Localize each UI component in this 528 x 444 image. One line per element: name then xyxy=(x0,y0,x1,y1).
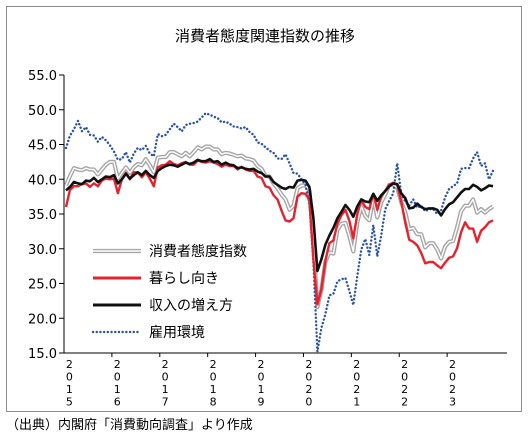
source-note: （出典）内閣府「消費動向調査」より作成 xyxy=(6,418,253,433)
x-year-char: 3 xyxy=(449,396,456,409)
y-tick-label: 30.0 xyxy=(28,243,57,258)
series-line-outer xyxy=(64,144,495,310)
y-axis: 55.0 50.0 45.0 40.0 35.0 30.0 25.0 20.0 15.0 xyxy=(28,69,65,362)
series-line xyxy=(64,159,494,306)
legend-item: 雇用環境 xyxy=(91,324,205,341)
chart-title: 消費者態度関連指数の推移 xyxy=(175,27,355,45)
series-1 xyxy=(64,159,494,306)
legend-label: 消費者態度指数 xyxy=(149,244,247,260)
chart-svg: 消費者態度関連指数の推移 55.0 50.0 45.0 40.0 35.0 30.0 25.… xyxy=(28,27,507,409)
x-year-char: 2 xyxy=(353,358,360,371)
y-tick-label: 15.0 xyxy=(28,347,57,362)
x-year-char: 6 xyxy=(114,396,121,409)
x-year-char: 2 xyxy=(449,358,456,371)
x-year-char: 1 xyxy=(162,383,169,396)
x-year-char: 0 xyxy=(66,371,73,384)
x-year-char: 2 xyxy=(305,383,312,396)
series-line xyxy=(64,111,495,352)
series-2 xyxy=(65,157,494,273)
x-year-char: 2 xyxy=(401,358,408,371)
x-year-char: 8 xyxy=(210,396,217,409)
y-tick-label: 25.0 xyxy=(28,278,57,293)
x-year-char: 2 xyxy=(66,358,73,371)
series-line-inner xyxy=(65,145,494,308)
y-tick-label: 40.0 xyxy=(28,173,57,188)
legend-label: 収入の増え方 xyxy=(149,298,233,314)
y-tick-label: 45.0 xyxy=(28,139,57,154)
chart-frame: 消費者態度関連指数の推移 55.0 50.0 45.0 40.0 35.0 30.0 25.… xyxy=(6,6,522,412)
x-year-char: 5 xyxy=(66,396,73,409)
x-year-char: 1 xyxy=(66,383,73,396)
x-year-char: 2 xyxy=(114,358,121,371)
x-year-char: 2 xyxy=(162,358,169,371)
x-year-char: 2 xyxy=(257,358,264,371)
x-year-char: 9 xyxy=(257,396,264,409)
y-tick-label: 50.0 xyxy=(28,104,57,119)
x-year-char: 2 xyxy=(353,383,360,396)
x-year-char: 0 xyxy=(162,371,169,384)
x-year-char: 2 xyxy=(449,383,456,396)
x-year-char: 0 xyxy=(114,371,121,384)
y-tick-label: 20.0 xyxy=(28,312,57,327)
x-year-char: 0 xyxy=(353,371,360,384)
x-year-char: 2 xyxy=(401,396,408,409)
legend-item: 収入の増え方 xyxy=(93,298,233,314)
x-year-char: 1 xyxy=(210,383,217,396)
x-year-char: 1 xyxy=(257,383,264,396)
x-year-char: 0 xyxy=(257,371,264,384)
x-year-char: 0 xyxy=(210,371,217,384)
x-year-char: 2 xyxy=(305,358,312,371)
x-year-char: 1 xyxy=(353,396,360,409)
y-tick-label: 55.0 xyxy=(28,69,57,84)
plot-series xyxy=(64,111,495,352)
legend-label: 暮らし向き xyxy=(149,271,219,287)
y-tick-label: 35.0 xyxy=(28,208,57,223)
series-0 xyxy=(64,144,495,310)
x-year-char: 0 xyxy=(305,396,312,409)
series-3 xyxy=(64,111,495,352)
x-year-char: 2 xyxy=(210,358,217,371)
legend-item: 消費者態度指数 xyxy=(93,244,247,260)
x-year-char: 0 xyxy=(449,371,456,384)
legend-item: 暮らし向き xyxy=(93,271,219,287)
x-year-char: 1 xyxy=(114,383,121,396)
x-year-char: 2 xyxy=(401,383,408,396)
legend-label: 雇用環境 xyxy=(149,324,205,341)
x-year-char: 0 xyxy=(305,371,312,384)
x-year-char: 7 xyxy=(162,396,169,409)
x-year-char: 0 xyxy=(401,371,408,384)
series-line xyxy=(65,157,494,273)
